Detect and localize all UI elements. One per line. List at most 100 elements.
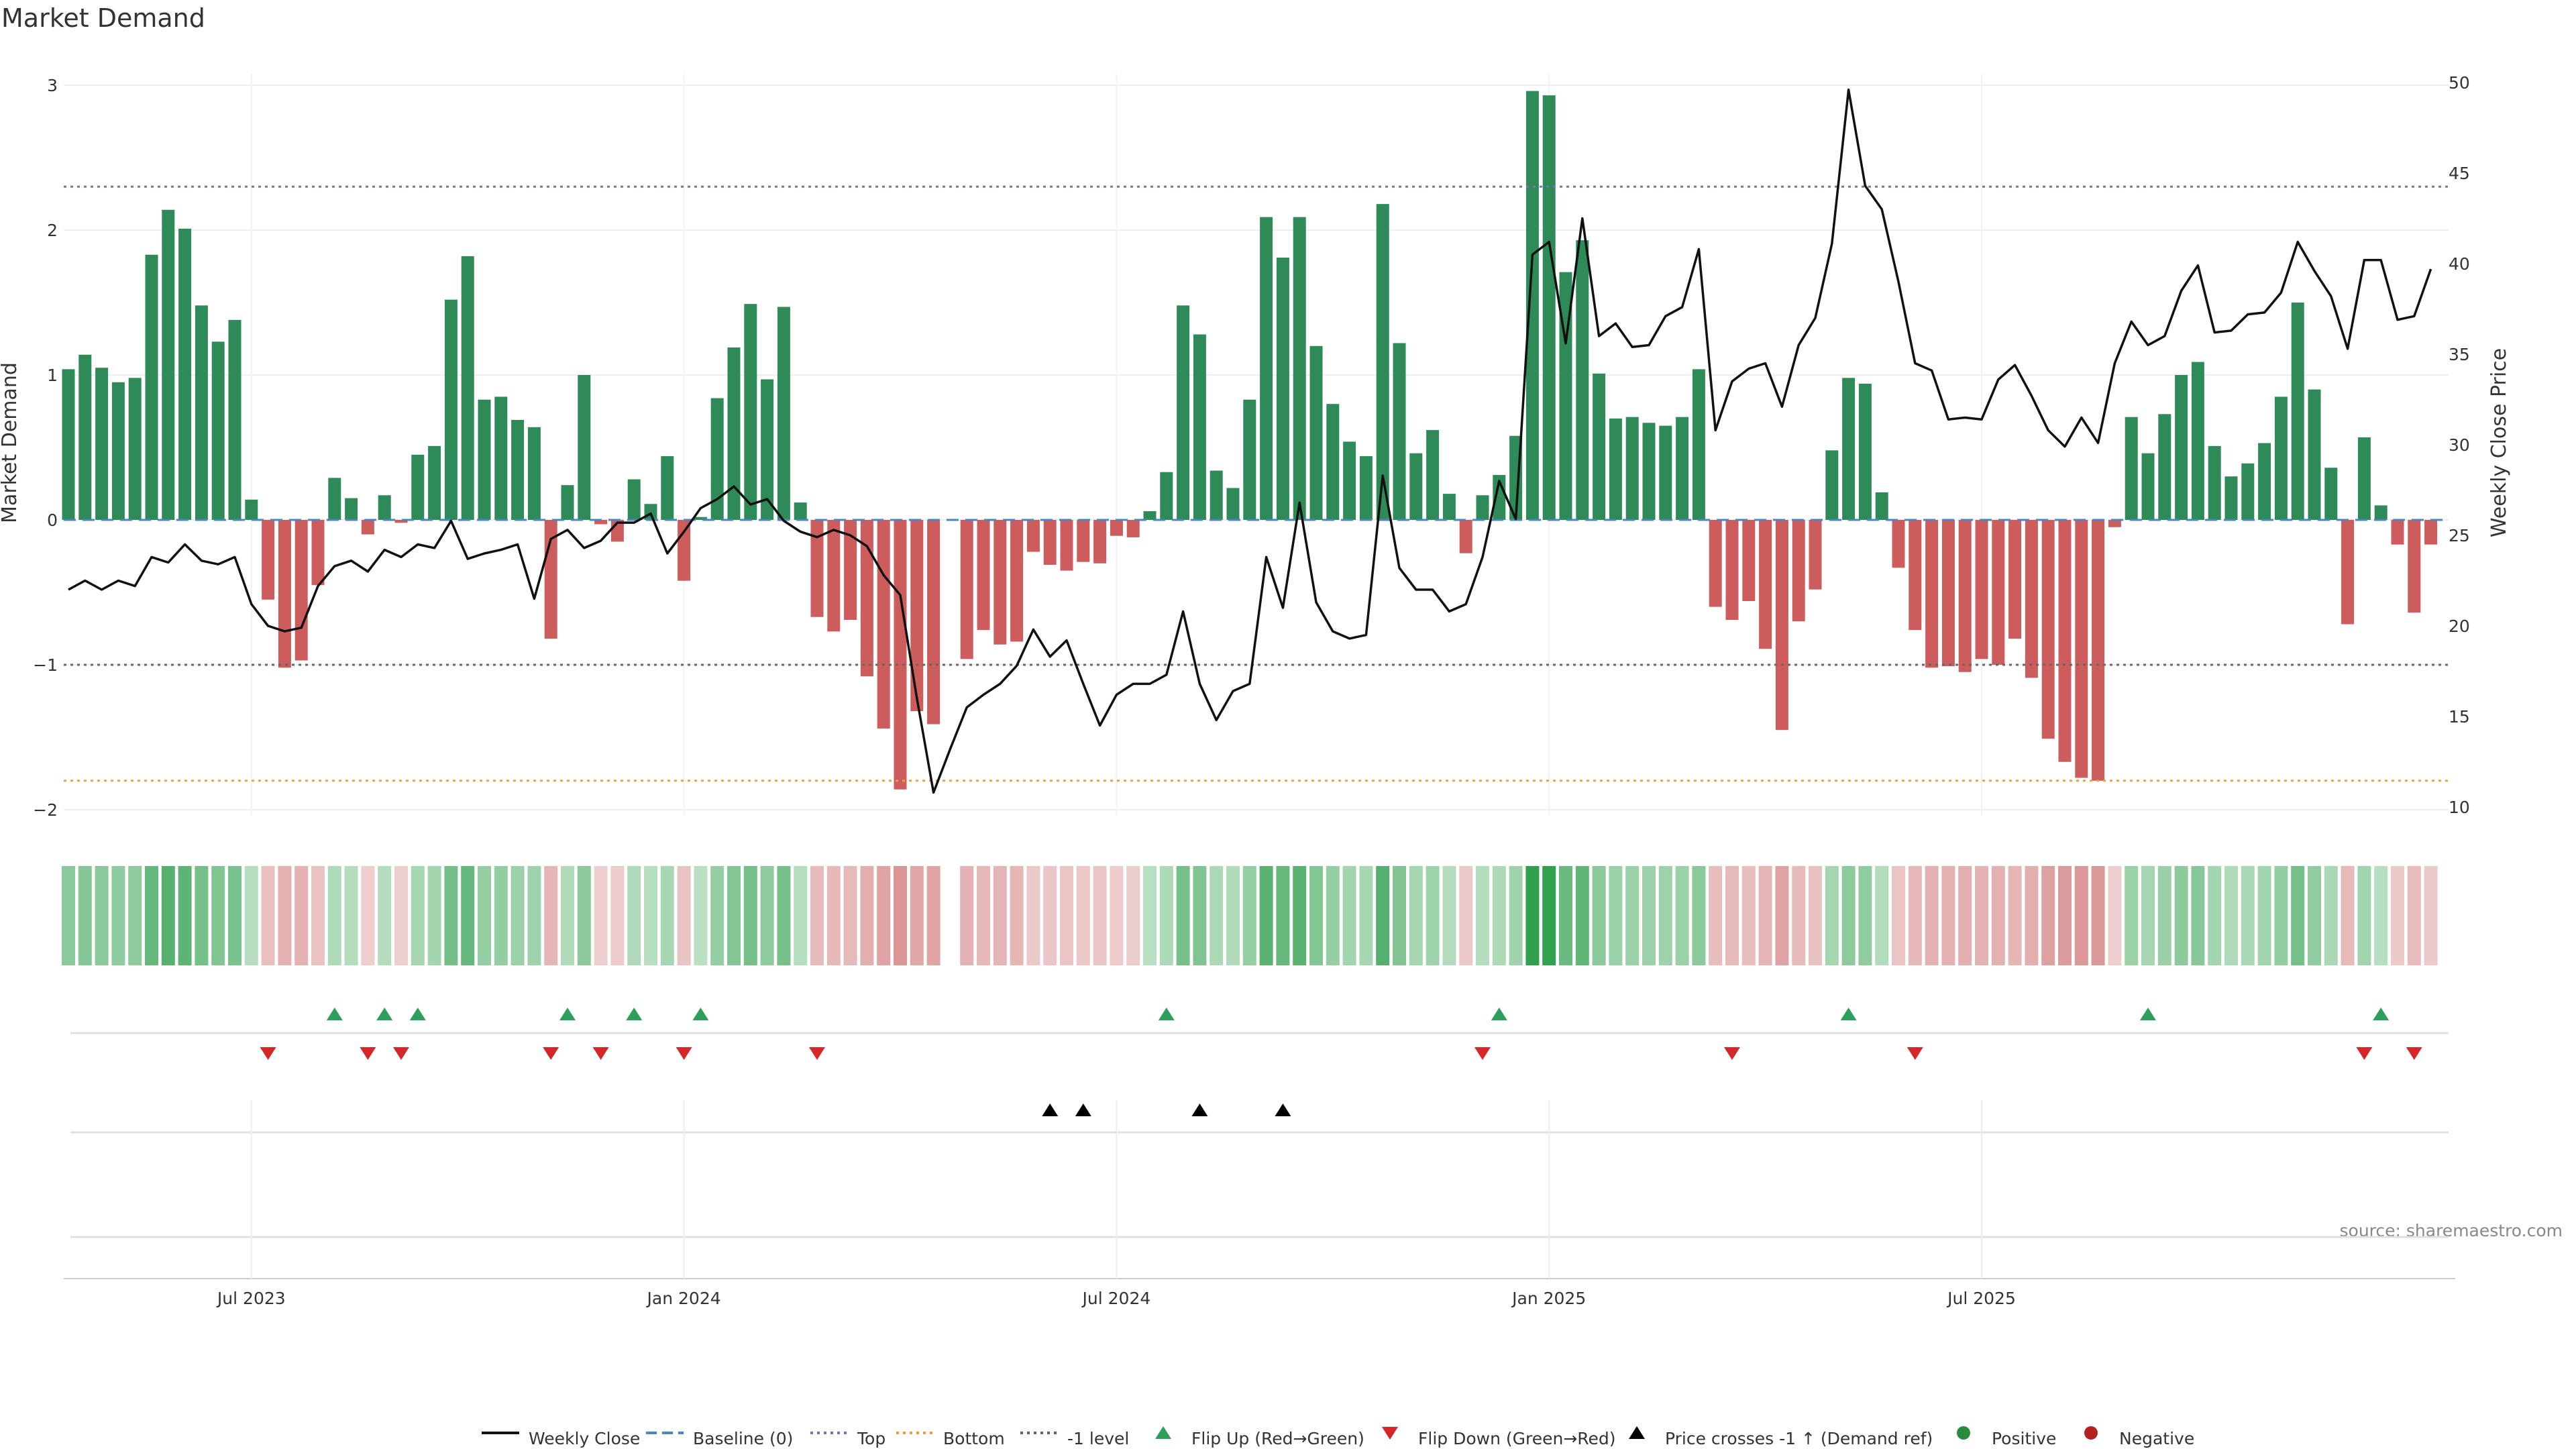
x-tick-label: Jan 2025 [1511,1289,1586,1308]
bar-negative [2341,520,2355,625]
legend-label: -1 level [1067,1429,1129,1448]
y2-tick-label: 20 [2449,616,2470,636]
legend-label: Top [857,1429,885,1448]
flip-down-marker [2406,1047,2422,1060]
heat-cell [78,866,92,965]
heat-cell [860,866,874,965]
bar-negative [2008,520,2022,639]
bar-negative [927,520,941,724]
bar-positive [2291,303,2304,520]
bar-negative [311,520,325,586]
heat-cell [178,866,192,965]
heat-cell [826,866,841,965]
bar-negative [1126,520,1140,537]
heat-cell [2108,866,2122,965]
heat-cell [261,866,275,965]
bar-negative [1992,520,2005,665]
bar-positive [2141,453,2155,520]
bar-negative [1459,520,1472,553]
bar-negative [1975,520,1988,659]
bar-negative [2408,520,2421,613]
heat-cell [478,866,491,965]
heat-cell [1193,866,1207,965]
bar-positive [145,254,158,520]
heat-cell [1841,866,1856,965]
heat-cell [228,866,241,965]
bar-negative [1909,520,1922,631]
heat-cell [1076,866,1090,965]
heat-cell [2357,866,2371,965]
bar-positive [1426,430,1440,520]
heat-cell [1442,866,1456,965]
heat-cell [577,866,591,965]
legend-label: Price crosses -1 ↑ (Demand ref) [1665,1429,1933,1448]
bar-positive [1542,95,1556,520]
bar-negative [1077,520,1090,562]
bar-positive [1676,417,1689,520]
y2-tick-label: 10 [2449,798,2470,817]
bar-negative [394,520,408,523]
heat-cell [777,866,791,965]
heat-cell [1326,866,1340,965]
heat-cell [1242,866,1256,965]
bar-positive [1143,511,1157,520]
legend-label: Baseline (0) [693,1429,793,1448]
bar-negative [1892,520,1905,568]
flip-down-marker [592,1047,609,1060]
heat-cell [1492,866,1506,965]
bar-positive [2357,437,2371,520]
flip-up-marker [1840,1008,1857,1020]
price-cross-marker [1042,1104,1059,1116]
flip-up-marker [376,1008,393,1020]
heat-cell [1575,866,1589,965]
bar-positive [78,354,92,520]
bar-positive [710,398,724,520]
x-tick-label: Jan 2024 [646,1289,721,1308]
legend-item: Price crosses -1 ↑ (Demand ref) [1629,1426,1933,1448]
bar-positive [128,378,142,520]
heat-cell [1792,866,1806,965]
bar-positive [1692,369,1705,520]
heat-cell [444,866,458,965]
x-axis: Jul 2023 Jan 2024 Jul 2024 Jan 2025 Jul 2025 [64,1100,2455,1308]
heat-cell [1176,866,1190,965]
bar-positive [2125,417,2138,520]
bar-negative [1958,520,1972,672]
bar-negative [894,520,907,790]
bar-negative [977,520,990,631]
y-tick-label: 3 [47,76,58,95]
bar-positive [1875,492,1888,520]
flip-up-marker [692,1008,709,1020]
heat-cell [1043,866,1057,965]
heat-cell [627,866,641,965]
heat-cell [2341,866,2355,965]
flip-down-marker [1724,1047,1740,1060]
bar-positive [1193,334,1206,520]
bar-positive [228,319,241,520]
heat-cell [2074,866,2088,965]
bar-negative [678,520,691,581]
heat-cell [1359,866,1373,965]
bar-negative [2025,520,2038,678]
bar-negative [2058,520,2072,762]
heat-cell [2308,866,2321,965]
heat-cell [794,866,808,965]
legend-label: Weekly Close [529,1429,640,1448]
heat-cell [1675,866,1689,965]
heat-cell [1908,866,1922,965]
heat-cell [2324,866,2338,965]
heat-cell [894,866,907,965]
heat-cell [1925,866,1939,965]
heat-cell [111,866,125,965]
bar-negative [2108,520,2121,527]
bar-positive [111,382,125,520]
heat-cell [2025,866,2039,965]
heat-cell [1775,866,1789,965]
heat-cell [694,866,708,965]
bar-positive [211,341,225,520]
heat-cell [926,866,941,965]
heat-cell [2208,866,2222,965]
bar-negative [1060,520,1073,571]
legend-label: Bottom [943,1429,1005,1448]
heat-cell [1210,866,1224,965]
